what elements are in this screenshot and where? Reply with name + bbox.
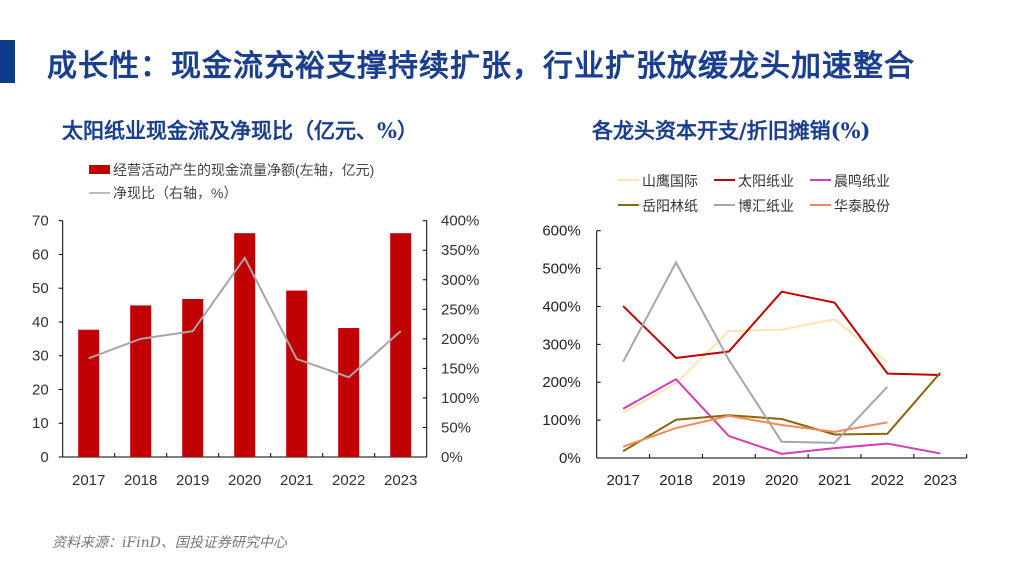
y-right-tick-label: 0% bbox=[441, 449, 463, 466]
series-line-3 bbox=[622, 372, 942, 453]
x-tick-label: 2018 bbox=[659, 472, 692, 489]
x-tick-label: 2018 bbox=[124, 472, 157, 489]
page-title: 成长性：现金流充裕支撑持续扩张，行业扩张放缓龙头加速整合 bbox=[47, 49, 915, 84]
y-tick-label: 500% bbox=[542, 261, 580, 278]
x-tick-label: 2023 bbox=[384, 472, 417, 489]
y-tick-label: 0% bbox=[559, 450, 581, 467]
y-left-tick-label: 40 bbox=[32, 314, 49, 331]
x-tick-label: 2021 bbox=[818, 472, 851, 489]
legend-line-label: 净现比（右轴，%） bbox=[113, 185, 237, 201]
legend-label: 晨鸣纸业 bbox=[834, 173, 890, 189]
legend-label: 华泰股份 bbox=[834, 198, 890, 214]
y-tick-label: 300% bbox=[542, 336, 580, 353]
y-left-tick-label: 0 bbox=[40, 449, 48, 466]
series-line-0 bbox=[622, 318, 889, 414]
x-tick-label: 2022 bbox=[871, 472, 904, 489]
legend-label: 岳阳林纸 bbox=[642, 198, 698, 214]
legend-label: 山鹰国际 bbox=[642, 173, 698, 189]
y-right-tick-label: 100% bbox=[441, 390, 479, 407]
legend-bar-swatch bbox=[89, 165, 110, 174]
cashflow-bar bbox=[182, 299, 204, 457]
y-left-tick-label: 10 bbox=[32, 415, 49, 432]
y-tick-label: 600% bbox=[542, 223, 580, 240]
y-right-tick-label: 350% bbox=[441, 242, 479, 259]
legend-bar-label: 经营活动产生的现金流量净额(左轴，亿元) bbox=[113, 162, 374, 178]
y-tick-label: 200% bbox=[542, 374, 580, 391]
cashflow-bar bbox=[390, 233, 412, 457]
cashflow-bar bbox=[130, 305, 152, 457]
series-line-2 bbox=[622, 377, 941, 455]
x-tick-label: 2022 bbox=[332, 472, 365, 489]
x-tick-label: 2017 bbox=[72, 472, 105, 489]
series-line-4 bbox=[622, 260, 889, 444]
x-tick-label: 2017 bbox=[606, 472, 639, 489]
y-left-tick-label: 30 bbox=[32, 348, 49, 365]
y-right-tick-label: 200% bbox=[441, 331, 479, 348]
title-accent-bar bbox=[0, 40, 15, 83]
x-tick-label: 2023 bbox=[924, 472, 957, 489]
source-note: 资料来源：iFinD、国投证券研究中心 bbox=[52, 535, 287, 551]
legend-label: 博汇纸业 bbox=[738, 198, 794, 214]
cashflow-bar bbox=[234, 233, 256, 457]
series-line-1 bbox=[622, 290, 941, 377]
cashflow-bar bbox=[338, 328, 360, 457]
y-right-tick-label: 300% bbox=[441, 272, 479, 289]
right-chart-title: 各龙头资本开支/折旧摊销(%) bbox=[592, 118, 871, 143]
y-right-tick-label: 50% bbox=[441, 419, 471, 436]
x-tick-label: 2020 bbox=[765, 472, 798, 489]
cashflow-bar bbox=[286, 290, 308, 457]
cashflow-bar bbox=[78, 329, 100, 457]
y-left-tick-label: 60 bbox=[32, 246, 49, 263]
x-tick-label: 2019 bbox=[176, 472, 209, 489]
series-line-5 bbox=[622, 414, 888, 448]
left-chart-title: 太阳纸业现金流及净现比（亿元、%） bbox=[62, 118, 418, 143]
y-left-tick-label: 70 bbox=[32, 213, 49, 230]
y-right-tick-label: 400% bbox=[441, 213, 479, 230]
net-cash-ratio-line bbox=[88, 255, 402, 379]
x-tick-label: 2021 bbox=[280, 472, 313, 489]
y-tick-label: 400% bbox=[542, 298, 580, 315]
x-tick-label: 2020 bbox=[228, 472, 261, 489]
y-left-tick-label: 50 bbox=[32, 280, 49, 297]
y-left-tick-label: 20 bbox=[32, 381, 49, 398]
y-tick-label: 100% bbox=[542, 412, 580, 429]
y-right-tick-label: 150% bbox=[441, 360, 479, 377]
x-tick-label: 2019 bbox=[712, 472, 745, 489]
legend-label: 太阳纸业 bbox=[738, 173, 794, 189]
y-right-tick-label: 250% bbox=[441, 301, 479, 318]
